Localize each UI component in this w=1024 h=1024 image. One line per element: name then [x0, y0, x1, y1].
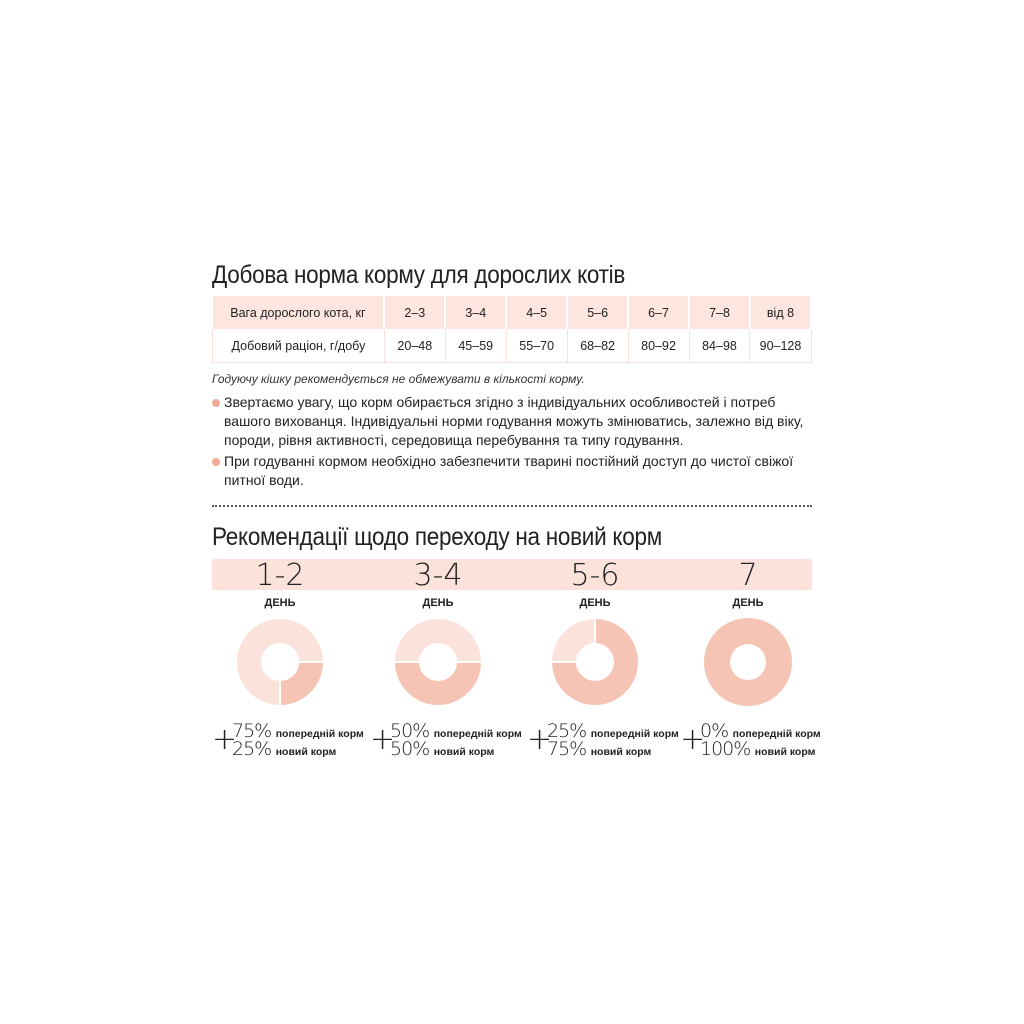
section-title-transition: Рекомендації щодо переходу на новий корм [212, 523, 662, 551]
days-band [212, 559, 812, 590]
old-food-line: 0% попередній корм [700, 720, 821, 742]
stage-day: 1-2 ДЕНЬ [205, 560, 355, 609]
table-row: Добовий раціон, г/добу 20–48 45–59 55–70… [212, 329, 812, 363]
bullet-item: При годуванні кормом необхідно забезпечи… [212, 452, 814, 490]
table-cell: Добовий раціон, г/добу [212, 329, 385, 363]
plus-icon: + [212, 722, 238, 757]
table-cell: 5–6 [567, 296, 630, 329]
new-label: новий корм [275, 746, 337, 758]
donut-new-food-slice [704, 618, 792, 706]
day-range: 5-6 [570, 558, 620, 593]
plus-icon: + [680, 722, 706, 757]
table-cell: 45–59 [445, 329, 507, 363]
table-cell: 6–7 [628, 296, 691, 329]
table-cell: 7–8 [689, 296, 751, 329]
feeding-table: Вага дорослого кота, кг 2–3 3–4 4–5 5–6 … [212, 296, 813, 363]
bullet-item: Звертаємо увагу, що корм обирається згід… [212, 393, 814, 450]
stage-day: 5-6 ДЕНЬ [520, 560, 670, 609]
new-percent: 75% [547, 738, 587, 760]
old-label: попередній корм [433, 728, 522, 740]
day-label: ДЕНЬ [579, 597, 611, 609]
donut-old-food-slice [549, 616, 596, 663]
donut-new-food-slice [392, 661, 484, 707]
old-label: попередній корм [275, 728, 364, 740]
plus-icon: + [527, 722, 553, 757]
old-label: попередній корм [732, 728, 821, 740]
table-cell: 20–48 [384, 329, 446, 363]
table-cell: 3–4 [445, 296, 508, 329]
day-range: 7 [738, 558, 758, 593]
new-food-line: 75% новий корм [547, 738, 651, 760]
table-header-row: Вага дорослого кота, кг 2–3 3–4 4–5 5–6 … [212, 296, 813, 329]
table-cell: 2–3 [384, 296, 447, 329]
day-label: ДЕНЬ [422, 597, 454, 609]
day-range: 1-2 [255, 558, 305, 593]
day-range: 3-4 [413, 558, 463, 593]
stage-day: 7 ДЕНЬ [673, 560, 823, 609]
new-percent: 50% [390, 738, 430, 760]
new-label: новий корм [433, 746, 495, 758]
donut-new-food-slice [549, 616, 640, 707]
donut-old-food-slice [392, 617, 484, 663]
table-cell: 4–5 [506, 296, 569, 329]
day-label: ДЕНЬ [732, 597, 764, 609]
dotted-divider [212, 505, 812, 507]
day-label: ДЕНЬ [264, 597, 296, 609]
old-percent: 75% [232, 720, 272, 742]
new-food-line: 25% новий корм [232, 738, 336, 760]
section-title-daily-norm: Добова норма корму для дорослих котів [212, 261, 626, 289]
table-cell: від 8 [749, 296, 813, 329]
old-percent: 0% [700, 720, 729, 742]
new-label: новий корм [754, 746, 816, 758]
old-food-line: 25% попередній корм [547, 720, 679, 742]
donut-old-food-slice [235, 617, 326, 708]
new-percent: 100% [700, 738, 751, 760]
table-cell: 84–98 [689, 329, 751, 363]
new-percent: 25% [232, 738, 272, 760]
table-cell: 80–92 [628, 329, 690, 363]
donut-new-food-slice [279, 661, 326, 708]
bullet-dot-icon [212, 458, 220, 466]
old-percent: 25% [547, 720, 587, 742]
old-label: попередній корм [590, 728, 679, 740]
new-label: новий корм [590, 746, 652, 758]
table-cell: Вага дорослого кота, кг [212, 296, 386, 329]
plus-icon: + [370, 722, 396, 757]
new-food-line: 50% новий корм [390, 738, 494, 760]
nursing-note: Годуючу кішку рекомендується не обмежува… [212, 372, 585, 386]
old-food-line: 50% попередній корм [390, 720, 522, 742]
table-cell: 68–82 [567, 329, 629, 363]
old-food-line: 75% попередній корм [232, 720, 364, 742]
stage-day: 3-4 ДЕНЬ [363, 560, 513, 609]
new-food-line: 100% новий корм [700, 738, 815, 760]
bullet-dot-icon [212, 399, 220, 407]
table-cell: 55–70 [506, 329, 568, 363]
table-cell: 90–128 [749, 329, 812, 363]
old-percent: 50% [390, 720, 430, 742]
